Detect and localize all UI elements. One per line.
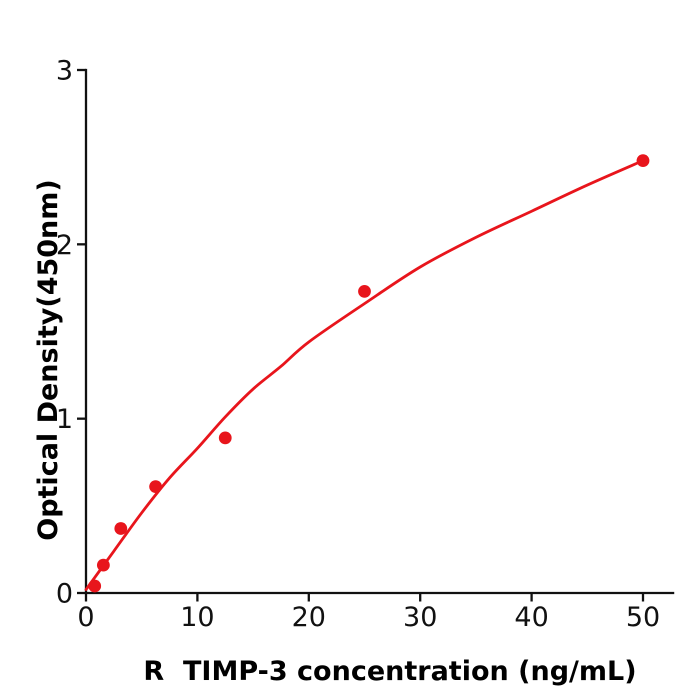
data-point — [88, 579, 102, 593]
x-axis-title: R TIMP-3 concentration (ng/mL) — [143, 656, 636, 687]
y-axis-ticks: 0 1 2 3 — [56, 56, 86, 610]
y-tick-label: 2 — [56, 230, 73, 261]
data-point — [358, 285, 371, 298]
axis-spines — [84, 68, 675, 595]
fit-curve — [84, 159, 645, 591]
y-axis-title: Optical Density(450nm) — [33, 179, 64, 541]
x-tick-label: 20 — [292, 602, 326, 633]
data-point — [218, 431, 232, 445]
x-tick-label: 0 — [77, 602, 94, 633]
x-tick-label: 50 — [626, 602, 660, 633]
x-tick-label: 40 — [514, 602, 548, 633]
y-tick-label: 1 — [56, 404, 73, 435]
x-tick-label: 10 — [180, 602, 214, 633]
data-points — [88, 154, 650, 593]
data-point — [636, 154, 650, 168]
data-point — [96, 558, 110, 572]
fit-curve-line — [84, 159, 645, 591]
x-tick-label: 30 — [403, 602, 437, 633]
data-point — [149, 480, 163, 494]
y-tick-label: 0 — [56, 579, 73, 610]
x-axis-ticks: 0 10 20 30 40 50 — [77, 593, 660, 633]
axes — [84, 68, 675, 595]
data-point — [114, 522, 128, 535]
y-tick-label: 3 — [56, 56, 73, 87]
